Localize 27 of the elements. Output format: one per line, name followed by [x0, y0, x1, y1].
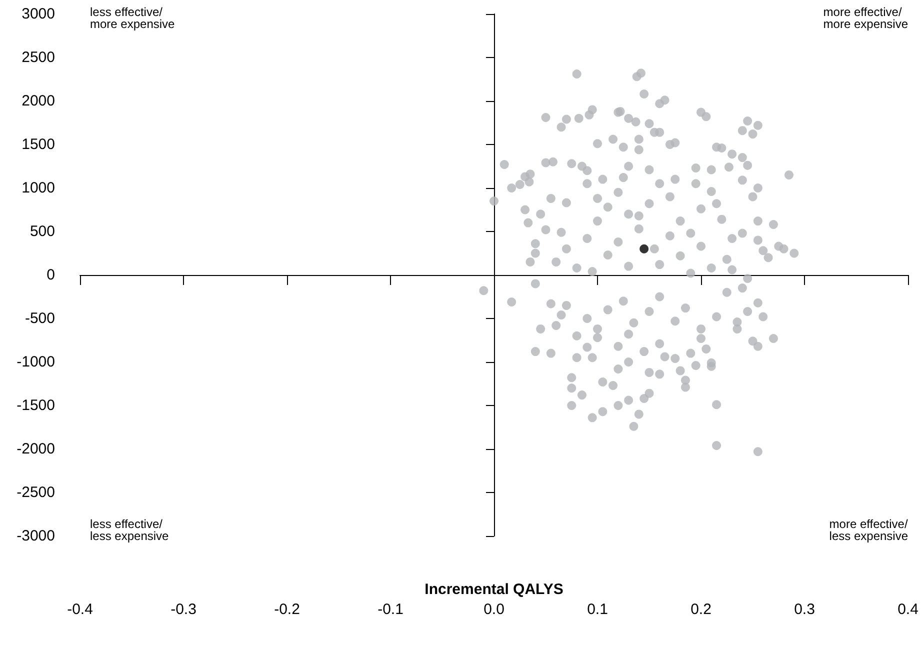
y-tick-label: 2500 [22, 49, 55, 66]
y-tick-label: -500 [24, 310, 55, 327]
annotation: more effective/ more expensive [823, 5, 908, 31]
x-tick-label: 0.2 [690, 601, 712, 618]
y-tick-label: -2500 [16, 484, 55, 501]
x-tick-label: -0.2 [274, 601, 300, 618]
y-tick-label: -1000 [16, 354, 55, 370]
y-tick-label: 2000 [22, 92, 55, 110]
y-tick-label: -2000 [16, 440, 55, 458]
x-tick-label: -0.3 [170, 601, 196, 618]
y-tick-label: -3000 [16, 528, 55, 544]
y-tick-label: 500 [30, 223, 55, 240]
x-tick-label: 0.0 [484, 601, 504, 618]
annotation: more effective/ less expensive [829, 517, 908, 543]
x-axis-title: Incremental QALYS [424, 581, 564, 598]
y-tick-label: 3000 [22, 6, 55, 22]
x-tick-label: 0.3 [794, 601, 815, 618]
annotation: less effective/ less expensive [90, 517, 170, 543]
y-tick-label: -1500 [16, 397, 55, 414]
y-tick-label: 0 [46, 266, 55, 284]
x-tick-label: -0.1 [378, 601, 404, 618]
x-tick-label: -0.4 [67, 601, 93, 618]
y-tick-label: 1500 [22, 136, 55, 153]
x-tick-label: 0.4 [898, 601, 918, 618]
y-tick-label: 1000 [22, 180, 55, 196]
annotation: less effective/ more expensive [90, 5, 176, 31]
x-tick-label: 0.1 [587, 601, 608, 618]
